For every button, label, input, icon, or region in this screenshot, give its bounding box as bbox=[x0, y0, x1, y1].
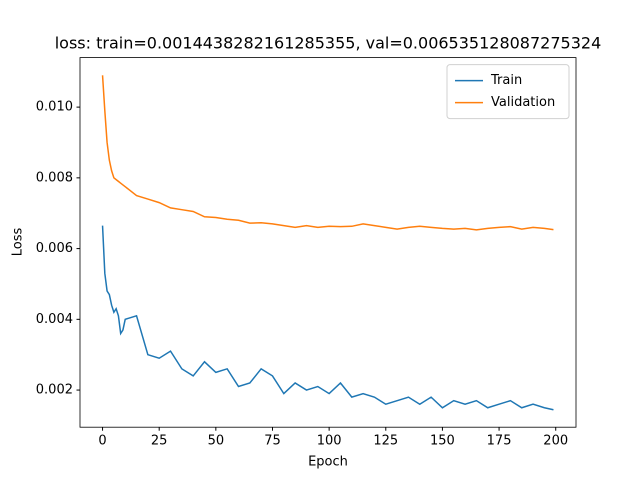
y-tick-label: 0.004 bbox=[36, 312, 73, 327]
y-axis-label: Loss bbox=[11, 228, 26, 257]
y-tick-label: 0.008 bbox=[36, 170, 73, 185]
x-tick-label: 25 bbox=[151, 434, 168, 449]
x-axis-label: Epoch bbox=[308, 455, 348, 470]
series-line bbox=[101, 225, 554, 411]
legend-label: Validation bbox=[491, 95, 555, 110]
x-tick-label: 125 bbox=[373, 434, 398, 449]
axes-frame bbox=[79, 57, 577, 428]
legend-box bbox=[446, 64, 570, 120]
series-line bbox=[101, 75, 554, 231]
x-tick-label: 200 bbox=[543, 434, 568, 449]
x-tick-label: 100 bbox=[317, 434, 342, 449]
x-tick-label: 0 bbox=[98, 434, 106, 449]
x-tick-label: 75 bbox=[264, 434, 281, 449]
x-tick-label: 175 bbox=[487, 434, 512, 449]
y-tick-label: 0.006 bbox=[36, 241, 73, 256]
x-tick-label: 50 bbox=[208, 434, 225, 449]
y-tick-label: 0.010 bbox=[36, 100, 73, 115]
chart-title: loss: train=0.0014438282161285355, val=0… bbox=[55, 34, 602, 53]
x-tick-label: 150 bbox=[430, 434, 455, 449]
legend-label: Train bbox=[490, 73, 522, 88]
y-tick-label: 0.002 bbox=[36, 383, 73, 398]
